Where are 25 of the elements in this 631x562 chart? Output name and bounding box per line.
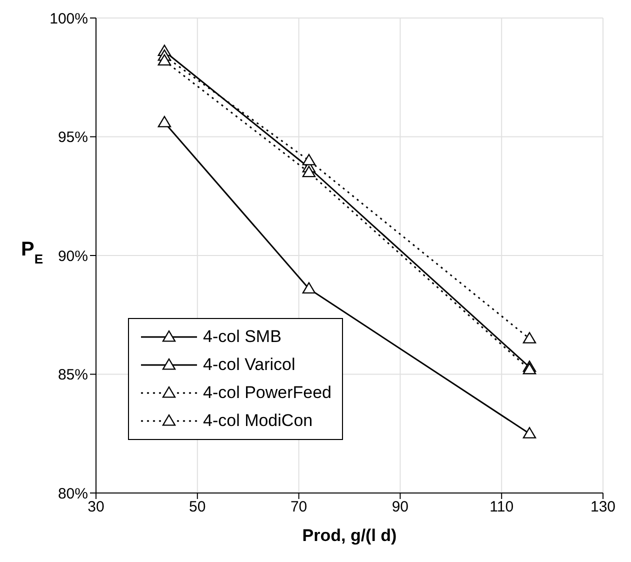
y-tick-label: 95% [58,129,88,146]
x-tick-label: 70 [290,498,308,516]
x-tick-label: 50 [189,498,206,516]
x-tick-label: 90 [392,498,409,516]
y-tick-label: 85% [58,366,88,384]
x-tick-label: 130 [590,498,616,516]
legend-label: 4-col Varicol [203,355,296,375]
y-axis-title: P$_{E}$ [20,238,44,266]
x-axis-title: Prod, g/(l d) [302,526,397,545]
legend-label: 4-col SMB [203,327,282,347]
point [522,332,536,344]
point [522,362,536,374]
point [158,54,172,66]
legend-label: 4-col PowerFeed [203,383,332,403]
x-tick-label: 30 [88,498,104,516]
y-tick-label: 80% [58,485,88,502]
point [522,427,536,438]
point [302,166,316,178]
point [158,116,172,128]
y-tick-label: 100% [50,10,88,28]
point [302,154,316,166]
legend-label: 4-col ModiCon [203,411,313,431]
y-tick-label: 90% [58,248,88,265]
point [302,282,316,294]
x-tick-label: 110 [490,498,514,516]
